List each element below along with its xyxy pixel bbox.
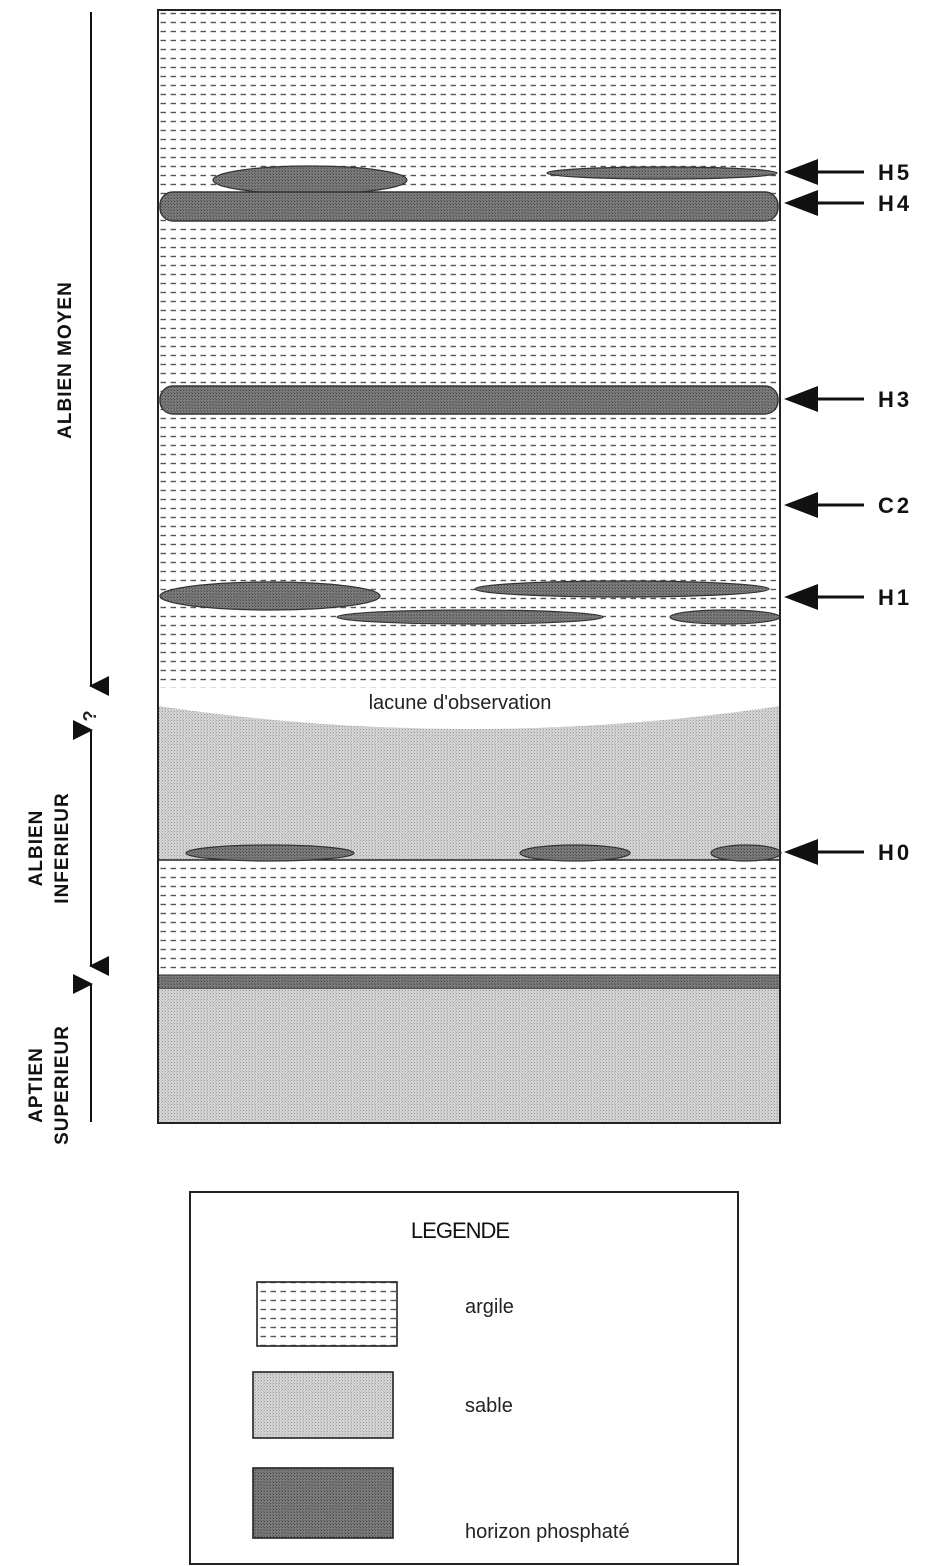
legend-label: argile	[465, 1296, 514, 1318]
stratigraphic-column: lacune d'observation	[157, 9, 782, 1124]
arrowhead-left-icon	[784, 159, 818, 185]
arrowhead-left-icon	[784, 492, 818, 518]
arrowhead-left-icon	[784, 386, 818, 412]
legend-swatch-sand	[252, 1371, 394, 1439]
phosphate-lens-h0-b	[519, 844, 631, 862]
phosphate-lens-h1-b	[474, 580, 770, 598]
legend-item-phosphate: horizon phosphaté	[252, 1467, 630, 1543]
horizon-label: H1	[878, 585, 912, 610]
phosphate-lens-h1-c	[336, 609, 604, 625]
observation-gap	[158, 688, 780, 729]
legend-label: horizon phosphaté	[465, 1521, 630, 1543]
legend-label: sable	[465, 1395, 513, 1417]
horizon-marker-h4: H4	[784, 190, 912, 216]
arrowhead-left-icon	[784, 190, 818, 216]
horizon-label: C2	[878, 493, 912, 518]
legend-swatch-phosphate	[252, 1467, 394, 1539]
phosphate-band-base	[157, 974, 781, 990]
phosphate-lens-h1-d	[669, 609, 781, 625]
observation-gap-label: lacune d'observation	[369, 692, 552, 714]
clay-layer-lower	[158, 861, 780, 975]
stage-label-aptien-superieur-2: SUPERIEUR	[52, 1025, 73, 1145]
stage-label-albien-moyen: ALBIEN MOYEN	[55, 281, 76, 439]
horizon-label: H4	[878, 191, 912, 216]
stage-axis: ALBIEN MOYEN ? ALBIEN INFERIEUR APTIEN S…	[26, 12, 109, 1145]
arrowhead-left-icon	[784, 839, 818, 865]
column-outline	[157, 9, 781, 1124]
horizon-marker-h1: H1	[784, 584, 912, 610]
phosphate-lens-h0-a	[185, 844, 355, 862]
horizon-label: H3	[878, 387, 912, 412]
legend-swatch-clay	[256, 1281, 398, 1347]
horizon-marker-h3: H3	[784, 386, 912, 412]
legend-title: LEGENDE	[411, 1218, 509, 1243]
legend: LEGENDE argile sable horizon phosphaté	[189, 1191, 739, 1565]
horizon-markers: H5 H4 H3 C2 H1 H0	[784, 159, 912, 865]
stage-label-albien-inferieur-1: ALBIEN	[26, 810, 47, 887]
horizon-label: H5	[878, 160, 912, 185]
sand-layer-aptien	[158, 989, 780, 1123]
stage-label-aptien-superieur-1: APTIEN	[26, 1047, 47, 1123]
phosphate-lens-h0-c	[710, 844, 782, 862]
arrowhead-left-icon	[784, 584, 818, 610]
horizon-marker-h5: H5	[784, 159, 912, 185]
clay-layer-upper	[158, 10, 780, 690]
phosphate-band-h4	[159, 191, 779, 222]
horizon-marker-h0: H0	[784, 839, 912, 865]
phosphate-band-h3	[159, 385, 779, 415]
uncertain-boundary-mark: ?	[80, 711, 100, 722]
phosphate-lens-h1-a	[159, 581, 381, 611]
phosphate-lens-h5-b	[546, 166, 778, 180]
phosphate-lens-h5-a	[212, 165, 408, 195]
legend-item-sable: sable	[252, 1371, 513, 1439]
legend-item-argile: argile	[256, 1281, 514, 1347]
stage-label-albien-inferieur-2: INFERIEUR	[52, 792, 73, 903]
horizon-marker-c2: C2	[784, 492, 912, 518]
horizon-label: H0	[878, 840, 912, 865]
